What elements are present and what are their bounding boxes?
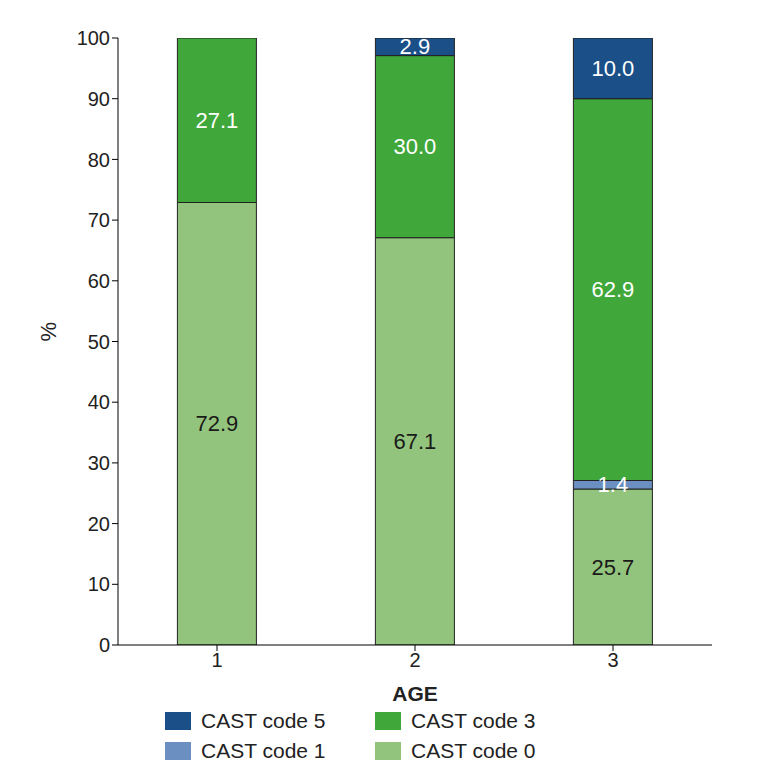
svg-text:27.1: 27.1 bbox=[195, 108, 238, 133]
svg-text:72.9: 72.9 bbox=[195, 411, 238, 436]
svg-text:67.1: 67.1 bbox=[393, 429, 436, 454]
html-text:CAST code 3: CAST code 3 bbox=[411, 709, 536, 732]
svg-text:%: % bbox=[36, 322, 61, 342]
svg-text:10: 10 bbox=[88, 573, 110, 595]
svg-text:30.0: 30.0 bbox=[393, 134, 436, 159]
svg-text:40: 40 bbox=[88, 391, 110, 413]
svg-text:30: 30 bbox=[88, 452, 110, 474]
svg-text:62.9: 62.9 bbox=[591, 277, 634, 302]
html-text:CAST code 0: CAST code 0 bbox=[411, 739, 536, 762]
svg-text:10.0: 10.0 bbox=[591, 56, 634, 81]
svg-text:90: 90 bbox=[88, 88, 110, 110]
svg-text:2.9: 2.9 bbox=[400, 34, 431, 59]
svg-text:100: 100 bbox=[77, 27, 110, 49]
html-text:CAST code 5: CAST code 5 bbox=[201, 709, 326, 732]
svg-text:1.4: 1.4 bbox=[598, 472, 629, 497]
svg-text:20: 20 bbox=[88, 513, 110, 535]
svg-text:80: 80 bbox=[88, 149, 110, 171]
svg-text:70: 70 bbox=[88, 209, 110, 231]
svg-text:2: 2 bbox=[409, 649, 420, 671]
html-text:CAST code 1: CAST code 1 bbox=[201, 739, 326, 762]
svg-text:25.7: 25.7 bbox=[591, 555, 634, 580]
svg-text:AGE: AGE bbox=[392, 682, 438, 705]
svg-text:1: 1 bbox=[211, 649, 222, 671]
svg-text:60: 60 bbox=[88, 270, 110, 292]
svg-text:3: 3 bbox=[607, 649, 618, 671]
svg-text:0: 0 bbox=[99, 634, 110, 656]
svg-text:50: 50 bbox=[88, 331, 110, 353]
